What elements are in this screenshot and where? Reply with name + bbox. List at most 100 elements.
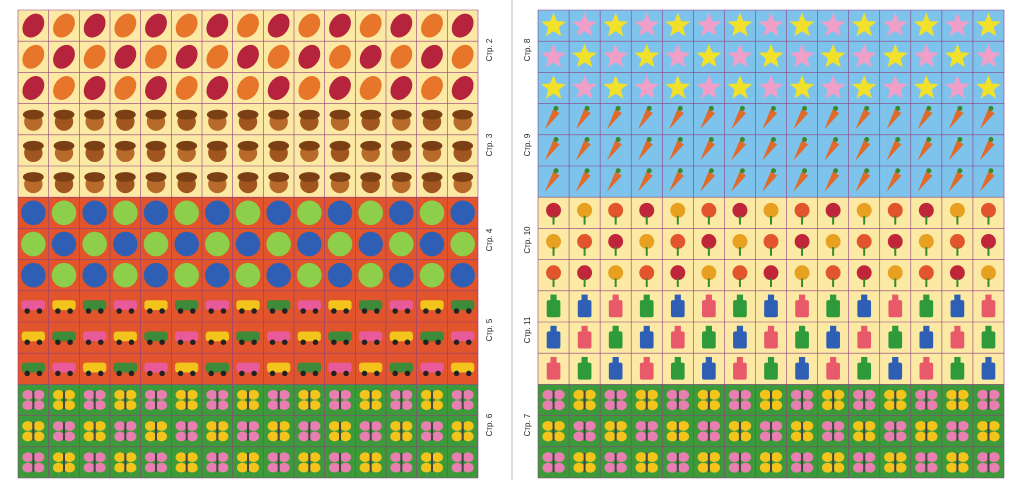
wheel [36,339,43,345]
car-sticker [359,362,383,373]
butterfly-wing [420,452,433,463]
wheel [251,339,257,345]
flower-sticker [981,202,996,218]
bottle-sticker [888,331,903,349]
ball-sticker [297,231,322,257]
acorn-cap [298,172,320,182]
butterfly-wing [186,452,198,463]
ball-sticker [21,231,46,257]
car-sticker [52,300,76,311]
flower-stem [614,215,617,225]
butterfly-wing [94,452,106,463]
butterfly-wing [278,421,290,431]
butterfly-body [707,421,710,441]
acorn-cap [114,172,136,182]
butterfly-wing [708,452,721,463]
carrot-top [646,168,652,174]
wheel [67,370,73,377]
butterfly-wing [401,431,413,442]
carrot-top [802,105,808,111]
bottle-cap [798,294,806,301]
leaf-sticker [421,44,443,69]
butterfly-wing [63,431,76,442]
butterfly-body [614,421,617,441]
butterfly-wing [573,462,585,473]
star-sticker [758,43,784,68]
butterfly-wing [33,421,45,431]
car-sticker [451,362,475,373]
bottle-cap [923,325,930,333]
bottle-cap [705,325,712,333]
butterfly-wing [957,420,969,431]
car-sticker [21,331,45,342]
bottle-sticker [981,362,996,380]
star-sticker [789,12,815,37]
butterfly-wing [359,462,371,473]
carrot-top [926,137,932,143]
flower-sticker [763,234,779,249]
butterfly-wing [604,452,616,463]
butterfly-wing [915,400,927,411]
butterfly-wing [739,389,752,400]
leaf-sticker [298,13,321,38]
page-labels: Стр. 2 Стр. 8 Стр. 3 Стр. 9 Стр. 4 Стр. 10 Стр… [485,38,532,436]
butterfly-body [124,390,127,410]
butterfly-wing [175,452,187,463]
butterfly-wing [63,452,76,463]
bottle-cap [985,325,992,333]
butterfly-wing [739,462,752,473]
butterfly-wing [298,431,310,442]
carrot-top [615,168,621,174]
bottle-cap [736,325,744,333]
ball-sticker [143,231,169,257]
flower-stem [894,278,897,288]
butterfly-wing [666,462,678,473]
butterfly-wing [833,389,845,400]
wheel [392,308,398,314]
butterfly-wing [144,421,156,431]
carrot-top [771,137,776,143]
butterfly-wing [144,389,156,400]
butterfly-wing [432,389,444,400]
bottle-sticker [733,331,747,349]
ball-sticker [235,231,261,257]
bottle-sticker [608,300,623,318]
butterfly-wing [278,431,290,442]
butterfly-wing [946,389,958,400]
butterfly-wing [833,400,845,411]
butterfly-wing [821,389,834,400]
butterfly-wing [156,431,168,442]
bottle-cap [550,294,557,301]
butterfly-wing [604,420,616,431]
flower-sticker [608,202,624,218]
butterfly-wing [94,462,106,473]
butterfly-body [155,390,157,410]
acorn-cap [145,172,167,182]
ball-sticker [266,231,291,257]
ball-sticker [174,262,199,288]
leaf-sticker [114,13,137,38]
carrot-sticker [948,140,964,161]
carrot-sticker [855,171,871,192]
carrot-sticker [700,171,716,192]
flower-sticker [887,202,903,218]
butterfly-wing [542,462,554,473]
butterfly-body [32,422,35,441]
butterfly-body [863,421,866,441]
butterfly-body [216,453,219,472]
butterfly-wing [635,389,647,400]
butterfly-body [124,453,127,472]
carrot-sticker [575,140,591,161]
wheel [128,339,135,345]
butterfly-wing [340,431,352,442]
flower-sticker [981,234,996,249]
acorn-cap [298,140,320,151]
butterfly-wing [728,400,740,411]
butterfly-wing [946,420,958,431]
acorn-cap [84,109,106,120]
butterfly-wing [462,462,474,473]
butterfly-body [63,422,65,441]
flower-sticker [732,234,748,249]
bottle-cap [861,325,868,333]
butterfly-wing [370,400,382,411]
